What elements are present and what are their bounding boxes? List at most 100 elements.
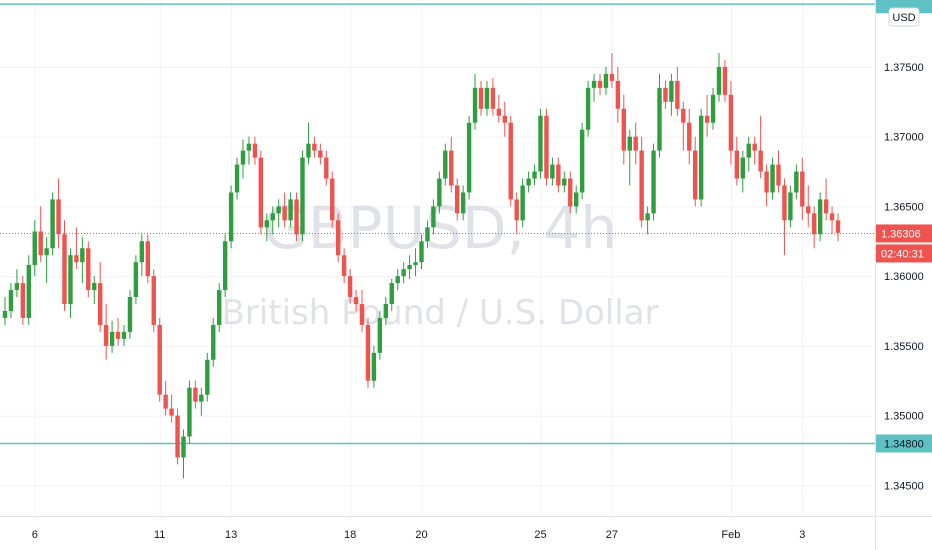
candle-body [526,178,531,186]
currency-label: USD [892,12,915,24]
candle-body [722,66,728,95]
price-tick-label: 1.35000 [884,411,924,423]
candle-body [389,283,394,305]
time-axis[interactable]: 6 11 13 18 20 25 27 Feb 3 [32,529,806,541]
candle-body [359,304,365,325]
candle-body [817,199,823,235]
candle-body [74,255,79,263]
candle-body [8,290,14,311]
candle-body [829,213,835,221]
candle-body [574,192,579,207]
candle-body [169,408,174,416]
candle-body [336,220,341,256]
candle-body [490,87,496,109]
candle-body [538,115,543,172]
time-tick-label: 6 [32,529,38,541]
candle-body [133,262,139,298]
candle-body [716,66,722,95]
candle-body [585,87,591,130]
time-tick-label: 18 [344,529,356,541]
candle-body [139,241,145,263]
price-tick-label: 1.35500 [884,341,924,353]
candle-body [312,143,317,151]
candle-body [383,304,388,318]
currency-button[interactable]: USD [888,7,920,27]
candle-body [264,220,269,228]
candle-body [562,178,567,186]
candle-body [478,87,484,109]
candle-body [341,255,347,277]
hline-price-tag [876,434,932,453]
last-price-label: 1.36306 [881,228,921,240]
candle-body [704,115,710,123]
candle-body [758,150,763,172]
price-tick-label: 1.37500 [884,62,924,74]
candle-body [98,283,103,325]
candle-body [211,324,216,360]
grid [0,0,875,516]
candle-body [56,199,61,235]
price-axis[interactable]: 1.34500 1.35000 1.35500 1.36000 1.36500 1.370… [884,62,924,492]
candle-body [270,213,275,221]
candle-body [151,276,156,325]
candle-body [645,213,650,221]
candle-body [734,150,740,179]
candle-body [425,227,430,242]
candle-body [455,185,460,214]
candle-body [86,248,91,291]
candle-body [591,80,597,88]
candle-body [205,359,210,395]
candle-body [347,276,353,298]
candle-body [258,157,264,228]
candle-body [472,87,478,123]
candle-body [681,108,686,123]
candles [2,52,841,479]
candle-body [746,143,751,158]
candle-body [68,255,73,305]
candle-body [449,150,454,186]
candle-body [413,262,418,265]
price-tick-label: 1.36000 [884,271,924,283]
candle-body [835,220,841,233]
candle-body [651,150,656,214]
candle-body [26,264,31,318]
candle-body [20,283,26,318]
price-tick-label: 1.34500 [884,480,924,492]
candle-body [615,80,621,109]
candle-body [484,87,490,109]
candle-body [788,192,793,221]
candle-body [2,310,8,318]
candle-body [710,94,716,123]
candle-body [657,87,662,151]
candle-body [764,171,769,193]
candle-body [556,164,561,186]
candle-body [443,150,448,179]
candle-body [14,283,20,291]
candle-body [175,415,180,458]
countdown-tag [876,244,932,263]
candle-body [597,80,603,88]
candle-body [669,80,674,102]
candle-body [163,394,168,409]
candle-body [353,297,359,305]
candle-body [193,387,198,402]
candle-body [633,136,638,151]
candle-body [222,241,228,291]
candle-body [437,178,442,207]
candle-body [240,150,246,165]
candle-body [520,185,525,221]
candle-body [62,234,67,305]
time-tick-label: 13 [225,529,237,541]
candle-body [330,178,335,221]
horizontal-lines[interactable] [0,3,875,445]
time-tick-label: 25 [534,529,546,541]
candle-body [365,324,371,381]
candle-body [639,150,644,221]
candle-body [318,150,323,158]
candle-body [199,394,204,402]
candle-body [740,157,745,179]
time-tick-label: 11 [154,529,165,541]
candle-body [157,324,162,395]
candle-body [806,206,811,214]
